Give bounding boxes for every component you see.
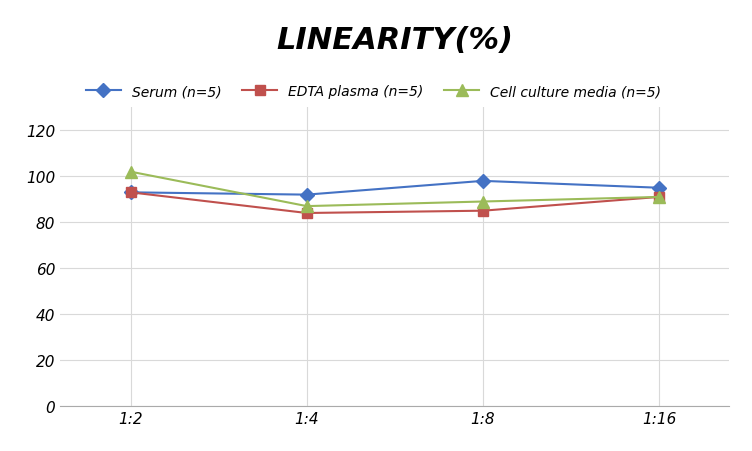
Legend: Serum (n=5), EDTA plasma (n=5), Cell culture media (n=5): Serum (n=5), EDTA plasma (n=5), Cell cul…	[80, 79, 666, 105]
Text: LINEARITY(%): LINEARITY(%)	[276, 26, 514, 55]
